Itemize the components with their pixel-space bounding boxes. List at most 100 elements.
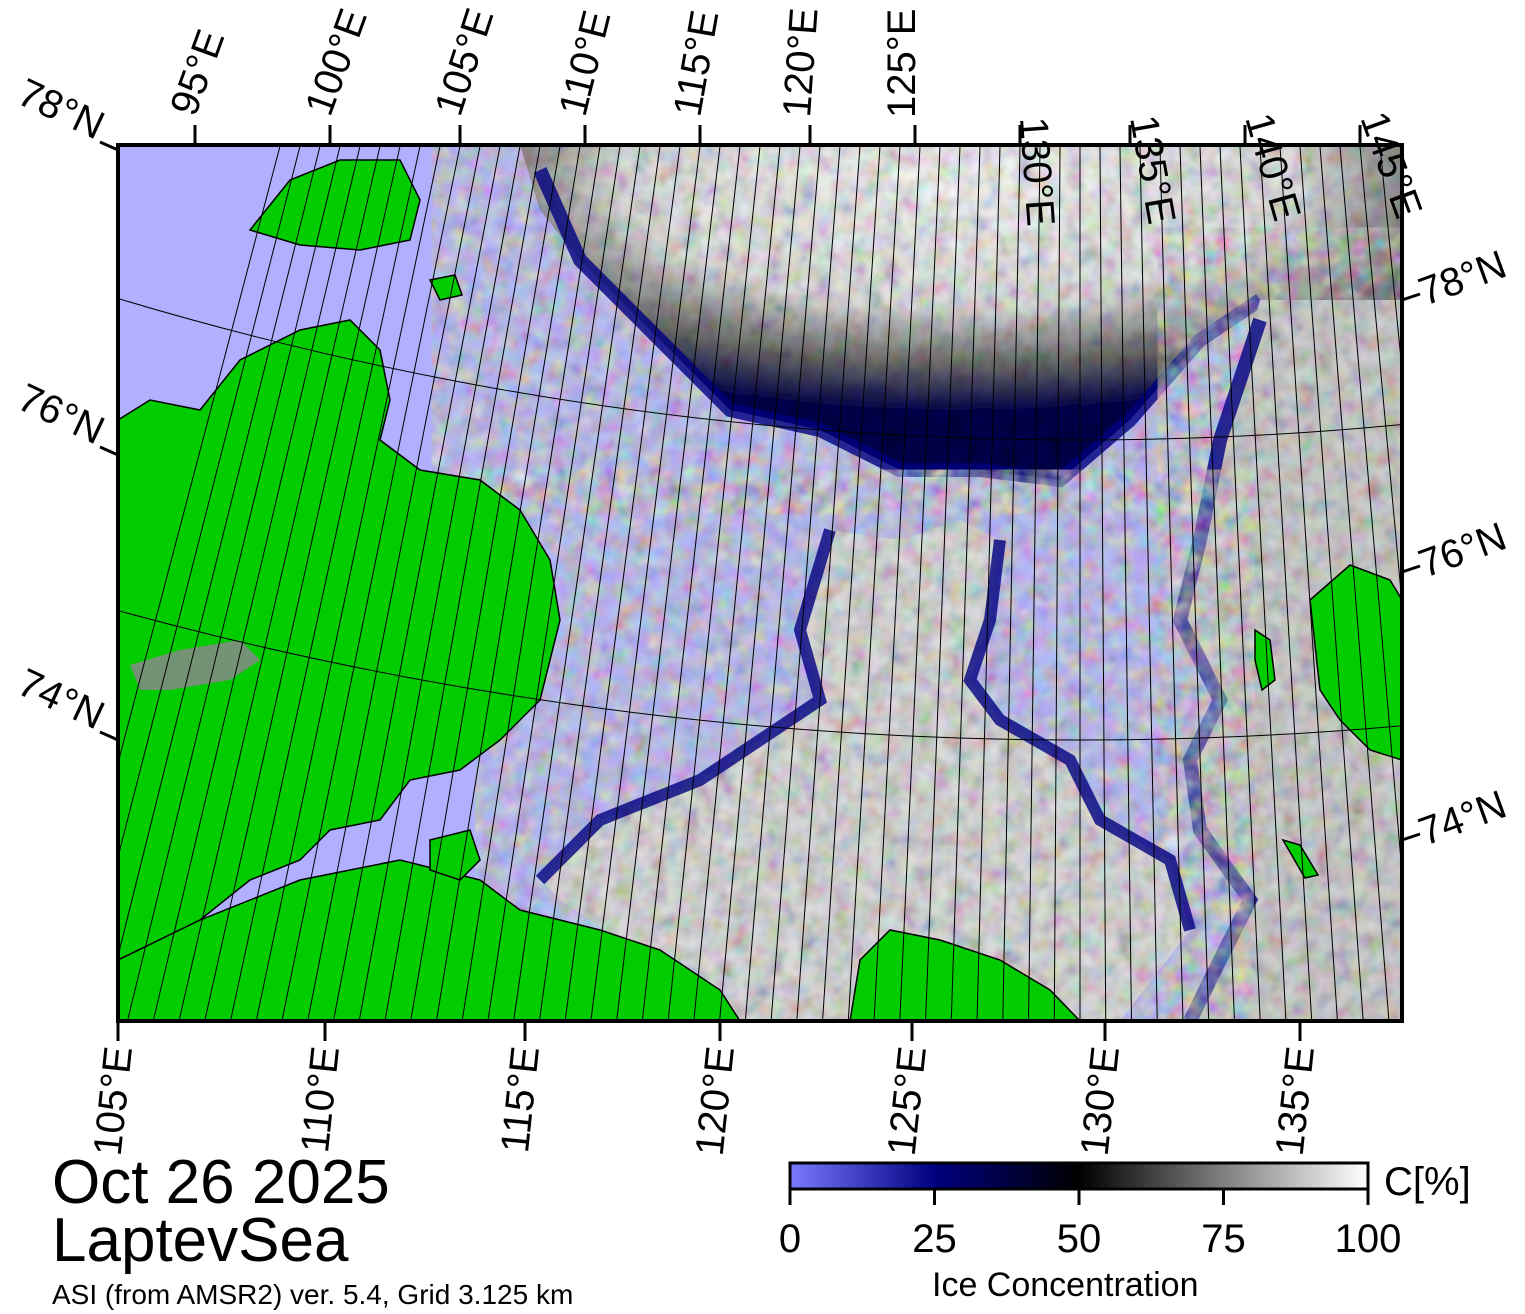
colorbar-tick-label: 100 (1335, 1217, 1402, 1261)
product-info: ASI (from AMSR2) ver. 5.4, Grid 3.125 km (52, 1279, 574, 1310)
meridian-line (1299, 145, 1364, 1021)
meridian-line (229, 145, 421, 1021)
lon-label-top: 130°E (1011, 116, 1063, 228)
colorbar-ticks: 0 25 50 75 100 (779, 1189, 1402, 1261)
lon-label-bottom: 110°E (293, 1044, 348, 1154)
map-region: LaptevSea (52, 1206, 349, 1275)
meridian-line (118, 145, 321, 958)
meridian-line (1002, 145, 1021, 1021)
land-olenek-bay (429, 829, 481, 881)
meridian-line (616, 145, 721, 1021)
meridian-line (822, 145, 881, 1021)
lon-label-bottom: 105°E (86, 1044, 141, 1157)
meridian-line (744, 145, 821, 1021)
meridian-line (873, 145, 921, 1021)
meridian-line (847, 145, 901, 1021)
lat-label-right: 78°N (1413, 243, 1512, 315)
meridian-line (410, 145, 561, 1021)
lon-label-top: 110°E (551, 6, 619, 120)
meridian-line (976, 145, 1001, 1021)
meridian-line (126, 145, 341, 1021)
meridian-line (770, 145, 841, 1021)
meridian-line (118, 145, 281, 765)
colorbar-unit: C[%] (1384, 1160, 1471, 1204)
colorbar-tick-label: 50 (1057, 1217, 1102, 1261)
colorbar-tick-label: 75 (1201, 1217, 1246, 1261)
land-stolbovoy (1281, 838, 1320, 879)
axis-ticks: 95°E 100°E 105°E 110°E 115°E 120°E 125°E 130°E 1… (11, 3, 1512, 1158)
map-panel (0, 0, 1525, 1021)
lon-label-top: 120°E (775, 6, 827, 118)
lat-label-right: 76°N (1413, 515, 1512, 587)
meridian-line (899, 145, 941, 1021)
lon-label-bottom: 115°E (493, 1044, 548, 1154)
meridian-line (1259, 145, 1313, 1021)
ice-edge-north (533, 167, 1264, 488)
meridian-line (1279, 145, 1338, 1021)
lon-label-top: 125°E (880, 9, 924, 118)
meridian-line (1239, 145, 1287, 1021)
pack-ice-north (520, 145, 1402, 480)
tick-mark (99, 140, 119, 152)
meridian-line (1053, 145, 1061, 1021)
meridian-line (1119, 145, 1132, 1021)
meridian-line (118, 145, 301, 859)
parallel-line (0, 0, 1525, 140)
meridian-line (307, 145, 481, 1021)
map-frame (116, 143, 1404, 1023)
land-lena-delta (849, 929, 1082, 1021)
meridian-line (1219, 145, 1261, 1021)
meridian-line (1028, 145, 1041, 1021)
meridian-line (1179, 145, 1210, 1021)
lon-label-top: 105°E (427, 3, 503, 121)
tick-mark (1401, 292, 1421, 302)
tick-mark (1401, 564, 1421, 574)
map-date: Oct 26 2025 (52, 1148, 390, 1217)
colorbar (788, 1161, 1370, 1191)
meridian-line (384, 145, 541, 1021)
lon-label-bottom: 130°E (1073, 1044, 1128, 1157)
coastal-mask (130, 640, 260, 690)
lat-label-left: 74°N (11, 661, 111, 739)
lat-label-left: 76°N (11, 376, 111, 454)
meridian-line (332, 145, 501, 1021)
lon-label-bottom: 135°E (1268, 1044, 1323, 1157)
meridian-line (461, 145, 601, 1021)
colorbar-tick-label: 25 (912, 1217, 957, 1261)
meridian-line (796, 145, 861, 1021)
meridian-line (1139, 145, 1158, 1021)
lon-label-top: 115°E (666, 7, 728, 119)
lon-label-bottom: 125°E (880, 1044, 935, 1157)
meridian-line (1339, 145, 1402, 879)
lon-label-bottom: 120°E (688, 1044, 743, 1157)
meridian-line (1199, 145, 1235, 1021)
meridian-line (513, 145, 641, 1021)
land-small-island (428, 274, 463, 301)
tick-mark (99, 445, 119, 457)
land-taymyr (118, 319, 561, 961)
lon-label-top: 100°E (297, 3, 376, 121)
meridian-line (487, 145, 621, 1021)
meridian-line (204, 145, 401, 1021)
meridian-line (255, 145, 441, 1021)
ice-edge-east (1172, 317, 1267, 1021)
graticule (0, 0, 1525, 1021)
colorbar-tick-label: 0 (779, 1217, 801, 1261)
meridian-line (564, 145, 681, 1021)
lat-label-right: 74°N (1413, 783, 1512, 855)
tick-mark (99, 730, 119, 742)
meridian-line (152, 145, 361, 1021)
meridian-line (435, 145, 581, 1021)
meridian-line (1099, 145, 1107, 1021)
meridian-line (950, 145, 981, 1021)
meridian-line (538, 145, 661, 1021)
land-severnaya-zemlya (248, 159, 421, 251)
colorbar-title: Ice Concentration (932, 1266, 1199, 1304)
meridian-line (1319, 145, 1390, 1021)
meridian-line (1359, 145, 1402, 609)
pack-ice-central (540, 520, 1190, 1021)
land-kotelny (1309, 564, 1402, 761)
meridian-line (590, 145, 701, 1021)
land-mainland-south (118, 859, 741, 1021)
